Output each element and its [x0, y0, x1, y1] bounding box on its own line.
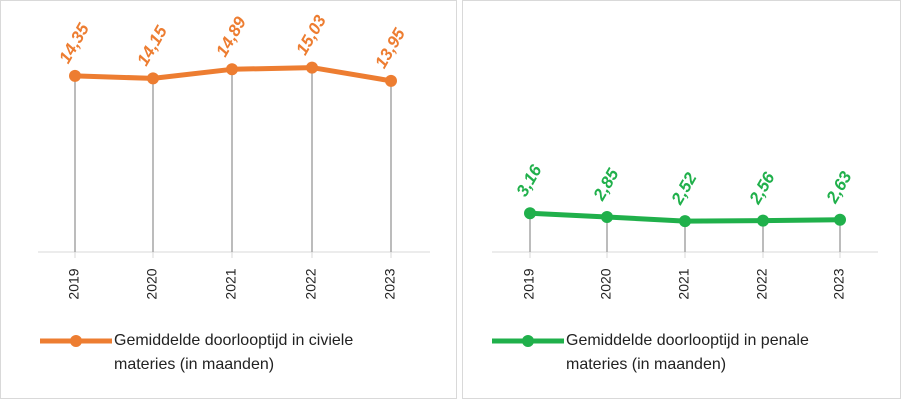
panel [462, 0, 901, 399]
x-tick-label: 2020 [144, 268, 160, 299]
legend-label: Gemiddelde doorlooptijd in penale materi… [566, 332, 809, 373]
panel [0, 0, 457, 399]
point [601, 211, 613, 224]
x-tick-label: 2020 [598, 268, 614, 299]
data-label: 2,85 [589, 165, 623, 204]
point [306, 61, 318, 74]
data-label: 13,95 [371, 25, 409, 72]
data-label: 3,16 [513, 161, 546, 200]
x-tick-label: 2022 [754, 268, 770, 299]
x-tick-label: 2019 [66, 268, 82, 299]
data-label: 14,15 [133, 22, 171, 69]
data-label: 2,52 [667, 169, 701, 208]
x-tick-label: 2023 [382, 268, 398, 299]
x-tick-label: 2023 [831, 268, 847, 299]
point [147, 72, 159, 85]
point [679, 215, 691, 228]
point [385, 74, 397, 87]
data-label: 15,03 [292, 11, 330, 58]
point [524, 207, 536, 220]
x-tick-label: 2021 [223, 268, 239, 299]
data-label: 2,63 [822, 168, 856, 207]
point [69, 69, 81, 82]
legend-label: Gemiddelde doorlooptijd in civiele mater… [114, 332, 354, 373]
legend-marker [70, 335, 82, 347]
point [834, 213, 846, 226]
data-label: 14,35 [55, 20, 93, 67]
point [226, 63, 238, 76]
data-label: 2,56 [745, 169, 779, 208]
x-tick-label: 2022 [303, 268, 319, 299]
point [757, 214, 769, 227]
x-tick-label: 2019 [521, 268, 537, 299]
legend-marker [522, 335, 534, 347]
x-tick-label: 2021 [676, 268, 692, 299]
data-label: 14,89 [212, 13, 250, 60]
